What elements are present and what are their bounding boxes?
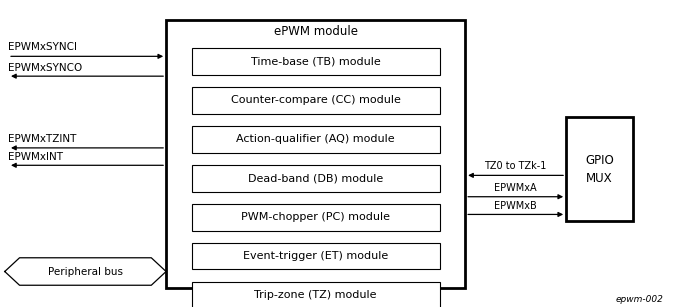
Text: GPIO
MUX: GPIO MUX <box>585 154 614 185</box>
Text: Action-qualifier (AQ) module: Action-qualifier (AQ) module <box>236 134 395 144</box>
Text: PWM-chopper (PC) module: PWM-chopper (PC) module <box>241 212 390 222</box>
Bar <box>192 48 440 75</box>
Bar <box>566 117 633 221</box>
Text: EPWMxB: EPWMxB <box>494 201 537 211</box>
Bar <box>192 126 440 153</box>
Text: Time-base (TB) module: Time-base (TB) module <box>251 56 381 66</box>
Text: Trip-zone (TZ) module: Trip-zone (TZ) module <box>254 290 377 300</box>
Bar <box>192 204 440 231</box>
Text: TZ0 to TZk-1: TZ0 to TZk-1 <box>485 161 547 171</box>
Text: epwm-002: epwm-002 <box>616 294 664 304</box>
Bar <box>192 165 440 192</box>
Text: Peripheral bus: Peripheral bus <box>48 266 123 277</box>
Bar <box>192 87 440 114</box>
Text: EPWMxINT: EPWMxINT <box>8 152 63 162</box>
Text: ePWM module: ePWM module <box>273 25 358 38</box>
Bar <box>192 243 440 270</box>
Text: EPWMxSYNCO: EPWMxSYNCO <box>8 63 82 73</box>
Bar <box>166 20 465 288</box>
Text: EPWMxSYNCI: EPWMxSYNCI <box>8 42 77 52</box>
Text: Event-trigger (ET) module: Event-trigger (ET) module <box>243 251 388 261</box>
Text: EPWMxA: EPWMxA <box>494 183 537 193</box>
Text: Dead-band (DB) module: Dead-band (DB) module <box>248 173 383 183</box>
Text: EPWMxTZINT: EPWMxTZINT <box>8 134 76 144</box>
Bar <box>192 282 440 308</box>
Text: Counter-compare (CC) module: Counter-compare (CC) module <box>231 95 400 105</box>
